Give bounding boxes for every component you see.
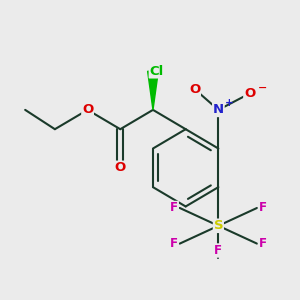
Text: Cl: Cl (149, 65, 164, 78)
Text: F: F (259, 237, 266, 250)
Text: O: O (82, 103, 93, 116)
Text: S: S (214, 219, 223, 232)
Text: O: O (244, 87, 255, 100)
Text: F: F (214, 244, 222, 257)
Text: N: N (213, 103, 224, 116)
Text: +: + (224, 98, 233, 108)
Text: F: F (259, 202, 266, 214)
Text: O: O (189, 82, 200, 96)
Text: O: O (115, 161, 126, 174)
Text: F: F (170, 202, 178, 214)
Polygon shape (148, 71, 158, 110)
Text: F: F (170, 237, 178, 250)
Text: −: − (258, 83, 268, 93)
